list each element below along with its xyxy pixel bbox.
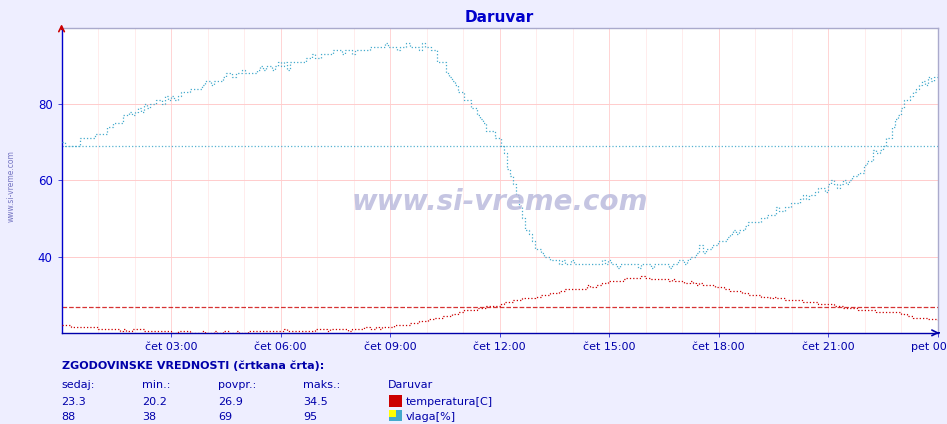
Text: 34.5: 34.5 — [303, 397, 328, 407]
Text: 23.3: 23.3 — [62, 397, 86, 407]
Text: maks.:: maks.: — [303, 380, 340, 390]
Text: www.si-vreme.com: www.si-vreme.com — [7, 151, 16, 223]
Text: 69: 69 — [218, 412, 232, 422]
Text: 26.9: 26.9 — [218, 397, 242, 407]
Text: 38: 38 — [142, 412, 156, 422]
Text: povpr.:: povpr.: — [218, 380, 256, 390]
Text: vlaga[%]: vlaga[%] — [405, 412, 456, 422]
Title: Daruvar: Daruvar — [465, 10, 534, 25]
Text: sedaj:: sedaj: — [62, 380, 95, 390]
Text: www.si-vreme.com: www.si-vreme.com — [351, 187, 648, 215]
Text: 20.2: 20.2 — [142, 397, 167, 407]
Text: temperatura[C]: temperatura[C] — [405, 397, 492, 407]
Text: 88: 88 — [62, 412, 76, 422]
Text: Daruvar: Daruvar — [388, 380, 434, 390]
Text: 95: 95 — [303, 412, 317, 422]
Text: ZGODOVINSKE VREDNOSTI (črtkana črta):: ZGODOVINSKE VREDNOSTI (črtkana črta): — [62, 360, 324, 371]
Text: min.:: min.: — [142, 380, 170, 390]
